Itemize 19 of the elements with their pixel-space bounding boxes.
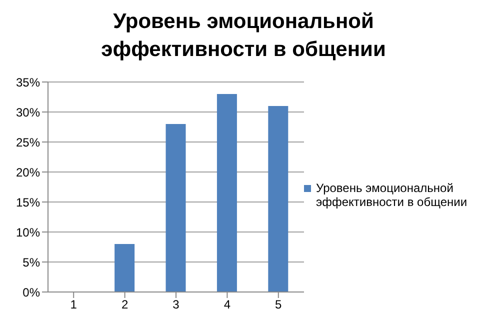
x-tick-label: 2 [121, 298, 128, 312]
x-tick-label: 4 [224, 298, 231, 312]
bar [268, 106, 288, 292]
bar [114, 244, 135, 292]
y-tick-label: 20% [16, 165, 40, 180]
bar [216, 94, 237, 292]
y-tick-label: 15% [16, 195, 40, 210]
x-tick-label: 3 [172, 298, 180, 312]
bar [166, 124, 186, 292]
x-tick-label: 1 [70, 298, 78, 312]
y-tick-label: 5% [22, 255, 40, 270]
y-tick-label: 35% [16, 75, 40, 90]
y-tick-label: 10% [16, 225, 40, 240]
y-tick-label: 30% [16, 105, 40, 120]
legend-label: Уровень эмоциональной эффективности в общении [316, 181, 468, 209]
x-tick-label: 5 [275, 298, 282, 312]
y-tick-label: 0% [22, 285, 40, 300]
chart-title: Уровень эмоциональной эффективности в общении [100, 9, 387, 63]
y-tick-label: 25% [16, 135, 40, 150]
